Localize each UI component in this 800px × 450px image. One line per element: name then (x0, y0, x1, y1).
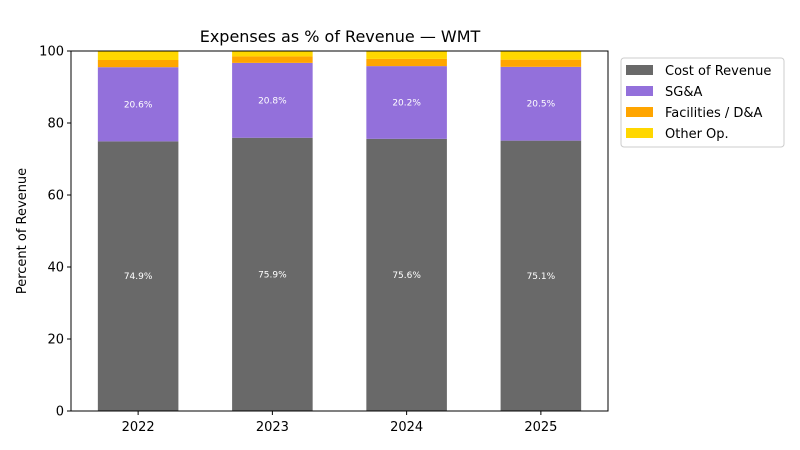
y-tick-label: 20 (47, 333, 64, 348)
y-tick-label: 40 (47, 261, 64, 276)
legend-box (620, 57, 785, 148)
y-tick-label: 0 (56, 405, 64, 420)
bar-value-label: 20.8% (258, 96, 287, 106)
x-tick-label: 2022 (122, 420, 155, 435)
legend-label: Facilities / D&A (665, 106, 763, 121)
bar-facilities-d-a-2022 (97, 60, 179, 68)
bar-other-op-2025 (500, 51, 582, 60)
bar-cost-of-revenue-2023 (232, 137, 313, 411)
bar-other-op-2024 (366, 51, 447, 59)
legend-swatch (626, 86, 653, 96)
bar-sg-a-2022 (97, 67, 179, 142)
legend-label: Other Op. (665, 127, 729, 142)
legend-swatch (626, 128, 653, 138)
chart-title: Expenses as % of Revenue — WMT (200, 27, 481, 46)
x-tick-label: 2023 (256, 420, 289, 435)
bar-sg-a-2025 (500, 66, 582, 141)
axes-frame (70, 50, 609, 412)
axes: 0 20 40 60 80 100 2022 2023 2024 2025 (39, 45, 609, 435)
legend: Cost of Revenue SG&A Facilities / D&A Other… (620, 57, 785, 148)
bar-value-label: 75.9% (258, 270, 287, 280)
y-tick-label: 100 (39, 45, 64, 60)
bar-facilities-d-a-2024 (366, 58, 447, 67)
y-axis-label: Percent of Revenue (15, 168, 30, 294)
bar-value-label: 74.9% (124, 272, 153, 282)
bar-sg-a-2023 (232, 62, 313, 138)
bar-facilities-d-a-2023 (232, 56, 313, 63)
y-tick-label: 80 (47, 117, 64, 132)
legend-swatch (626, 65, 653, 75)
bar-cost-of-revenue-2022 (97, 141, 179, 412)
x-tick-label: 2024 (390, 420, 423, 435)
x-tick-label: 2025 (524, 420, 557, 435)
bar-sg-a-2024 (366, 66, 447, 139)
bar-value-label: 75.1% (527, 272, 556, 282)
bar-other-op-2023 (232, 51, 313, 57)
legend-label: SG&A (665, 85, 702, 100)
bar-facilities-d-a-2025 (500, 59, 582, 67)
plot-area: 74.9% 20.6% 75.9% 20.8% 75.6% 20.2% 75.1% 20.5% (97, 51, 582, 412)
y-tick-label: 60 (47, 189, 64, 204)
legend-label: Cost of Revenue (665, 64, 771, 79)
bar-cost-of-revenue-2025 (500, 140, 582, 411)
bar-other-op-2022 (97, 51, 179, 60)
bar-value-label: 75.6% (392, 271, 421, 281)
bar-value-label: 20.6% (124, 100, 153, 110)
bar-value-label: 20.5% (527, 100, 556, 110)
bar-value-label: 20.2% (392, 98, 421, 108)
legend-swatch (626, 107, 653, 117)
bar-cost-of-revenue-2024 (366, 138, 447, 411)
